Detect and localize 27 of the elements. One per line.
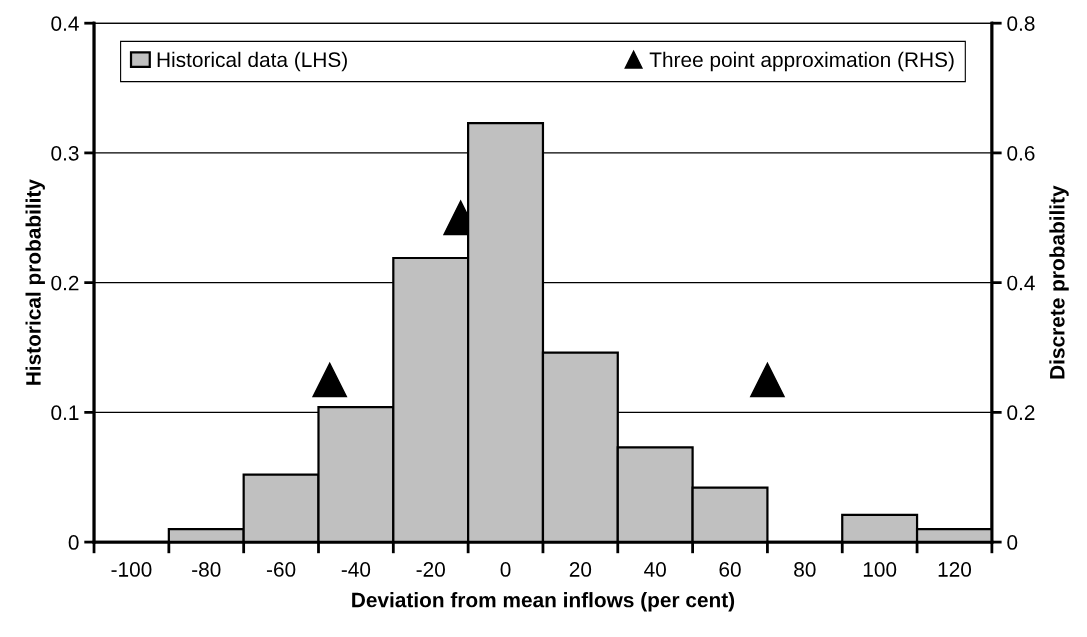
y2-tick-label: 0.8 — [1007, 16, 1035, 31]
x-tick-label: -80 — [192, 562, 221, 577]
y-axis-title: Historical probability — [25, 179, 45, 385]
x-tick-label: 60 — [719, 562, 741, 577]
y-tick-label: 0.3 — [51, 145, 79, 161]
x-tick-label: 40 — [644, 562, 666, 577]
x-tick-label: 100 — [863, 562, 897, 577]
legend-label: Historical data (LHS) — [157, 51, 347, 72]
x-tick-label: -100 — [111, 562, 152, 577]
y2-axis-title: Discrete probability — [1049, 185, 1069, 379]
x-tick-label: 120 — [938, 562, 972, 577]
y-tick-label: 0 — [68, 535, 79, 550]
x-tick-label: -40 — [341, 562, 371, 577]
y-tick-label: 0.1 — [51, 405, 79, 421]
legend-label: Three point approximation (RHS) — [649, 51, 954, 72]
x-tick-label: -20 — [416, 562, 445, 577]
x-tick-label: 20 — [569, 562, 592, 577]
x-tick-label: 80 — [794, 562, 816, 577]
x-tick-label: 0 — [500, 562, 511, 577]
y2-tick-label: 0 — [1007, 535, 1018, 550]
x-axis-title: Deviation from mean inflows (per cent) — [352, 592, 735, 612]
y2-tick-label: 0.6 — [1007, 145, 1035, 161]
y-tick-label: 0.4 — [51, 16, 79, 31]
x-tick-label: -60 — [266, 562, 296, 577]
y2-tick-label: 0.4 — [1007, 275, 1035, 291]
y2-tick-label: 0.2 — [1007, 405, 1035, 421]
y-tick-label: 0.2 — [51, 275, 79, 291]
